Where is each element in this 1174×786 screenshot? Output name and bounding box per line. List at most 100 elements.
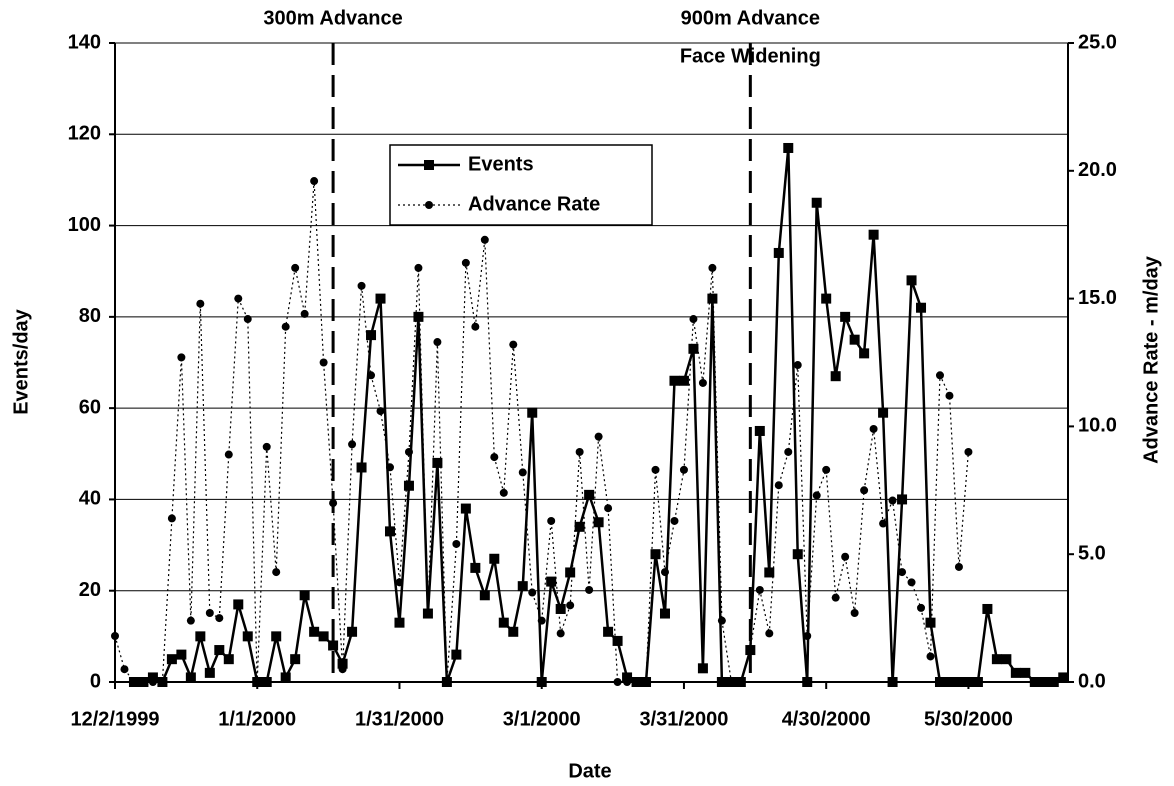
data-point (604, 504, 613, 513)
data-point (147, 672, 158, 683)
data-point (954, 562, 963, 571)
data-point (879, 519, 888, 528)
y2-tick-label: 5.0 (1078, 542, 1106, 564)
data-point (498, 617, 509, 628)
y-tick-label: 60 (79, 396, 101, 418)
data-point (660, 568, 669, 577)
data-point (678, 375, 689, 386)
x-tick-label: 1/1/2000 (218, 708, 296, 730)
data-point (328, 640, 339, 651)
data-point (195, 631, 206, 642)
data-point (309, 626, 320, 637)
data-point (840, 311, 851, 322)
data-point (812, 491, 821, 500)
data-point (926, 652, 935, 661)
data-point (612, 635, 623, 646)
data-point (897, 494, 908, 505)
data-point (793, 361, 802, 370)
data-point (319, 358, 328, 367)
data-point (594, 432, 603, 441)
data-point (272, 568, 281, 577)
data-point (432, 457, 443, 468)
y-tick-label: 0 (90, 670, 101, 692)
annotation-label: 300m Advance (263, 7, 402, 29)
data-point (253, 678, 262, 686)
data-point (223, 654, 234, 665)
data-point (584, 489, 595, 500)
data-point (1020, 667, 1031, 678)
data-point (423, 608, 432, 617)
data-point (575, 447, 584, 456)
data-point (792, 549, 803, 560)
data-point (802, 677, 813, 687)
data-point (148, 678, 157, 686)
data-point (186, 616, 195, 625)
data-point (367, 371, 376, 380)
data-point (917, 603, 926, 612)
x-tick-label: 5/30/2000 (924, 708, 1013, 730)
data-point (859, 348, 870, 359)
data-point (907, 578, 916, 587)
data-point (869, 424, 878, 433)
data-point (651, 465, 660, 474)
x-tick-label: 4/30/2000 (782, 708, 871, 730)
data-point (318, 631, 329, 642)
data-point (347, 626, 358, 637)
data-point (280, 672, 291, 683)
data-point (1048, 677, 1059, 687)
data-point (773, 247, 784, 258)
data-point (850, 608, 859, 617)
x-tick-label: 3/1/2000 (503, 708, 581, 730)
data-point (764, 567, 775, 578)
data-point (650, 549, 661, 560)
data-point (746, 644, 755, 653)
data-point (291, 263, 300, 272)
data-point (205, 608, 214, 617)
data-point (888, 496, 897, 505)
data-point (451, 649, 462, 660)
data-point (613, 678, 622, 686)
data-point (185, 672, 196, 683)
data-point (831, 593, 840, 602)
data-point (214, 645, 225, 656)
data-point (1010, 667, 1021, 678)
data-point (509, 340, 518, 349)
data-point (659, 608, 670, 619)
data-point (811, 197, 822, 208)
data-point (329, 499, 338, 508)
data-point (593, 517, 604, 528)
data-point (821, 293, 832, 304)
data-point (384, 526, 395, 537)
y2-tick-label: 0.0 (1078, 670, 1106, 692)
data-point (841, 552, 850, 561)
data-point (717, 616, 726, 625)
data-point (224, 450, 233, 459)
data-point (480, 235, 489, 244)
data-point (489, 553, 500, 564)
x-tick-label: 1/31/2000 (355, 708, 444, 730)
x-axis-label: Date (568, 760, 611, 782)
data-point (177, 353, 186, 362)
data-point (299, 590, 310, 601)
data-point (376, 407, 385, 416)
annotation-label: Face Widening (680, 45, 821, 67)
data-point (215, 614, 224, 623)
data-point (479, 590, 490, 601)
data-point (281, 322, 290, 331)
y2-tick-label: 20.0 (1078, 159, 1117, 181)
data-point (679, 465, 688, 474)
legend-label: Advance Rate (468, 193, 600, 215)
data-point (906, 275, 917, 286)
data-point (129, 678, 138, 686)
data-point (765, 629, 774, 638)
data-point (860, 486, 869, 495)
data-point (356, 462, 367, 473)
data-point (964, 447, 973, 456)
data-point (803, 631, 812, 640)
data-point (622, 672, 633, 683)
data-point (669, 375, 680, 386)
data-point (754, 425, 765, 436)
data-point (642, 678, 651, 686)
data-point (242, 631, 253, 642)
data-point (528, 588, 537, 597)
